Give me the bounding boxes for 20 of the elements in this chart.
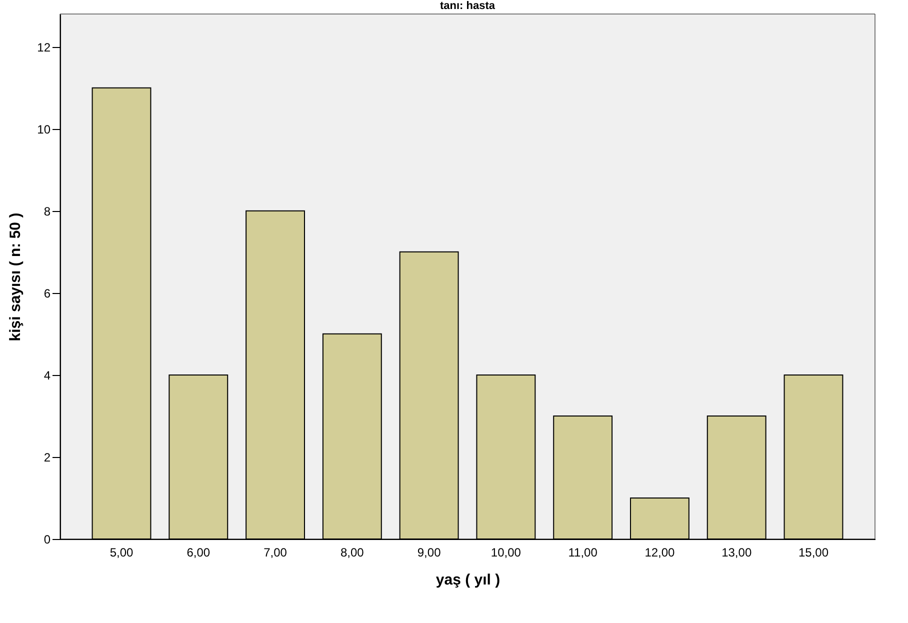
y-tick-label: 2	[44, 450, 51, 464]
x-tick-label: 7,00	[264, 546, 288, 560]
x-tick-label: 11,00	[568, 546, 598, 560]
x-tick-label: 6,00	[186, 546, 210, 560]
x-tick-label: 5,00	[110, 546, 134, 560]
x-tick-label: 10,00	[490, 546, 522, 560]
x-axis-title: yaş ( yıl )	[436, 572, 500, 588]
chart-title: tanı: hasta	[440, 0, 496, 12]
y-tick-label: 12	[37, 40, 51, 54]
y-tick-label: 8	[44, 204, 51, 218]
x-tick-label: 12,00	[644, 546, 676, 560]
x-tick-label: 13,00	[722, 546, 752, 560]
y-axis-title: kişi sayısı ( n: 50 )	[7, 212, 24, 342]
y-tick-label: 4	[44, 368, 51, 382]
x-tick-label: 15,00	[798, 546, 829, 560]
x-tick-label: 8,00	[340, 546, 364, 560]
y-tick-label: 0	[44, 532, 51, 546]
y-tick-label: 10	[37, 122, 51, 136]
y-tick-label: 6	[44, 286, 51, 300]
x-tick-label: 9,00	[417, 546, 442, 560]
